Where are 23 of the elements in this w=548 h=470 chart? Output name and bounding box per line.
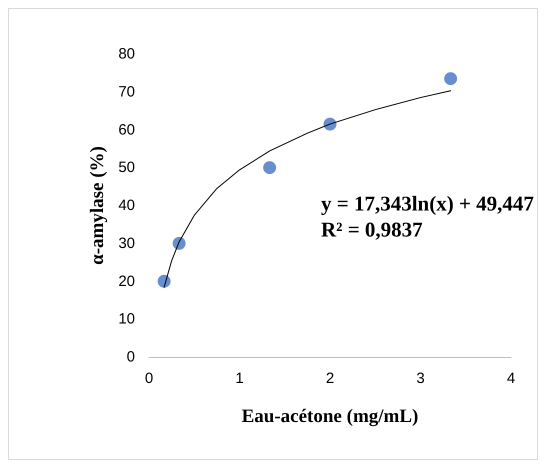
point: [172, 236, 186, 250]
x-tick-label: 2: [326, 370, 334, 387]
point: [324, 118, 336, 131]
y-tick-label: 20: [118, 272, 135, 290]
y-tick-label: 50: [118, 159, 135, 176]
point: [263, 161, 276, 174]
annotation: y = 17,343ln(x) + 49,447: [321, 192, 534, 216]
y-tick-label: 30: [118, 234, 135, 252]
x-axis-title: Eau-acétone (mg/mL): [242, 406, 418, 427]
point: [444, 72, 458, 86]
y-axis-title: α-amylase (%): [87, 146, 108, 265]
y-tick-label: 60: [118, 121, 135, 138]
point: [158, 274, 171, 288]
x-tick-label: 0: [144, 370, 154, 387]
y-tick-label: 40: [118, 197, 135, 214]
y-tick-label: 0: [126, 348, 135, 366]
x-tick-label: 3: [416, 370, 425, 387]
x-tick-label: 1: [235, 370, 244, 387]
y-tick-label: 70: [118, 83, 135, 100]
y-tick-label: 10: [118, 310, 135, 328]
annotation: R² = 0,9837: [321, 218, 423, 242]
y-tick-label: 80: [118, 46, 135, 62]
x-tick-label: 4: [506, 370, 516, 387]
